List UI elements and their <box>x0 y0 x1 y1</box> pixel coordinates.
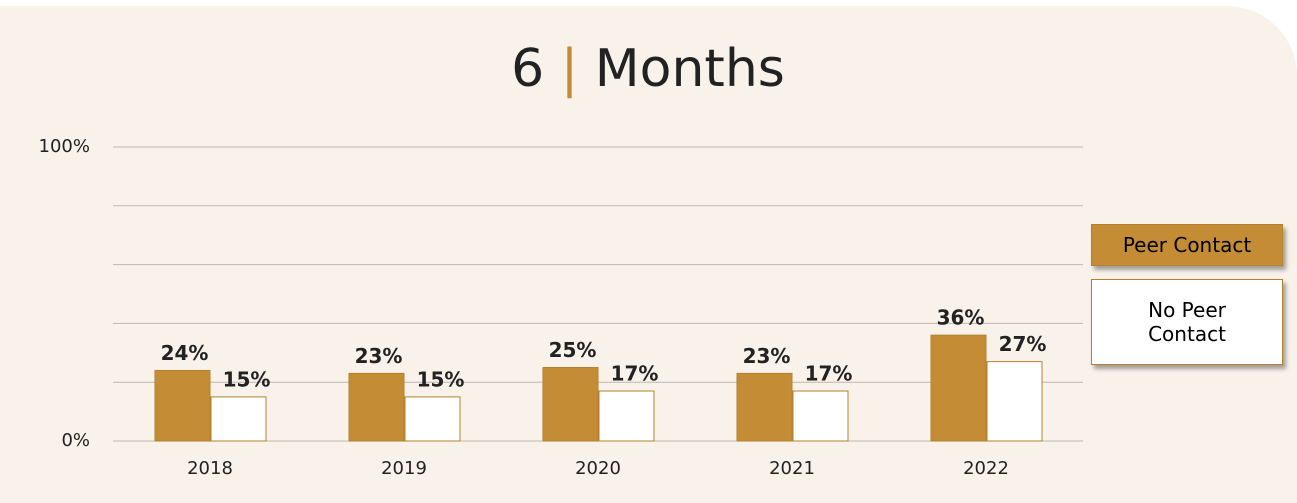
bar <box>792 390 849 442</box>
bar <box>930 334 987 442</box>
value-label: 17% <box>805 362 853 386</box>
value-label: 15% <box>223 367 271 391</box>
value-label: 17% <box>611 362 659 386</box>
title-part: 6 <box>511 39 544 99</box>
y-tick-label: 0% <box>61 430 90 451</box>
value-label: 24% <box>161 341 209 365</box>
x-tick-label: 2020 <box>575 458 621 479</box>
value-label: 25% <box>549 338 597 362</box>
x-tick-label: 2022 <box>963 458 1009 479</box>
value-label: 15% <box>417 367 465 391</box>
bar <box>404 396 461 442</box>
title-separator: | <box>561 39 579 99</box>
x-tick-label: 2019 <box>381 458 427 479</box>
bar <box>348 372 405 442</box>
y-tick-label: 100% <box>39 136 90 157</box>
legend-item: Peer Contact <box>1091 224 1283 266</box>
bar <box>986 361 1043 442</box>
title-part: Months <box>595 39 785 99</box>
bar <box>598 390 655 442</box>
chart-title: 6 | Months <box>511 39 785 99</box>
bar <box>210 396 267 442</box>
value-label: 36% <box>937 306 985 330</box>
bar <box>542 367 599 442</box>
bar <box>154 369 211 442</box>
x-tick-label: 2018 <box>187 458 233 479</box>
bar <box>736 372 793 442</box>
value-label: 23% <box>743 344 791 368</box>
value-label: 27% <box>999 332 1047 356</box>
value-label: 23% <box>355 344 403 368</box>
x-tick-label: 2021 <box>769 458 815 479</box>
legend-item: No Peer Contact <box>1091 279 1283 365</box>
